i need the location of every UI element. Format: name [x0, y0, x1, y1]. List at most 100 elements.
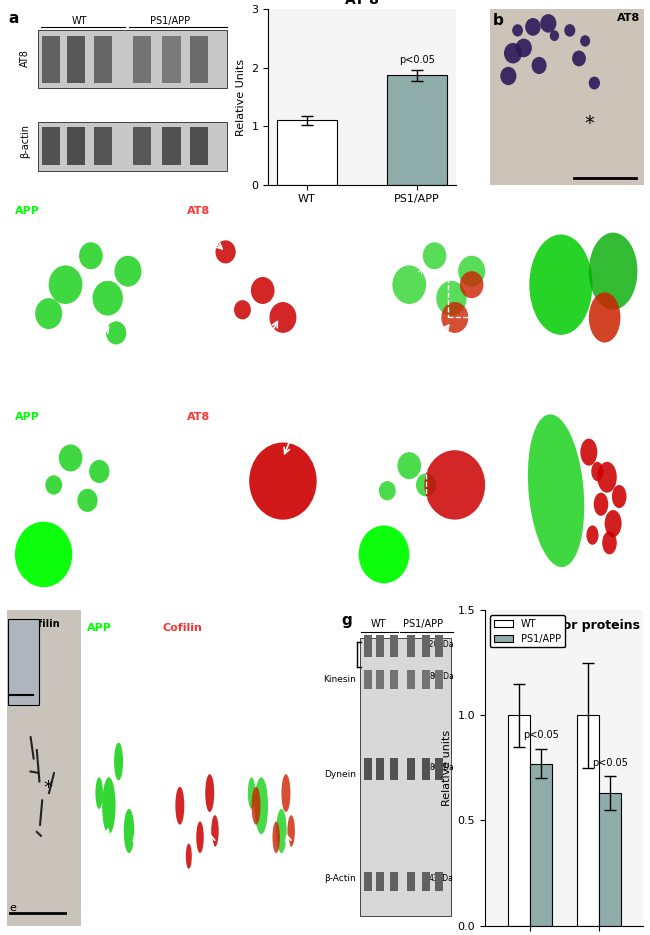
Text: c3: c3	[359, 373, 372, 383]
Circle shape	[77, 489, 98, 512]
Text: *: *	[78, 265, 87, 283]
Text: *: *	[262, 728, 271, 746]
Text: *: *	[43, 779, 52, 797]
Text: 43kDa: 43kDa	[429, 874, 454, 883]
Text: AT8: AT8	[618, 13, 640, 22]
Text: *: *	[585, 114, 595, 133]
Text: d1: d1	[15, 579, 29, 589]
Circle shape	[604, 510, 621, 537]
Bar	[38, 31, 227, 88]
Bar	[389, 635, 398, 657]
Circle shape	[205, 774, 214, 812]
Bar	[422, 635, 430, 657]
Circle shape	[597, 462, 617, 493]
Text: a: a	[9, 11, 19, 26]
Circle shape	[460, 271, 484, 298]
Circle shape	[287, 815, 295, 847]
Text: APP: APP	[86, 623, 111, 633]
Circle shape	[124, 809, 135, 853]
Circle shape	[458, 256, 485, 287]
Bar	[436, 670, 443, 689]
Bar	[530, 764, 552, 926]
Bar	[364, 635, 372, 657]
Bar	[426, 427, 507, 520]
Circle shape	[359, 525, 410, 583]
Text: *: *	[186, 728, 195, 746]
Circle shape	[500, 66, 516, 85]
Text: e: e	[10, 903, 16, 913]
Bar	[407, 758, 415, 781]
Circle shape	[176, 786, 185, 825]
Text: AT8: AT8	[20, 50, 30, 67]
Y-axis label: Relative Units: Relative Units	[236, 59, 246, 136]
Text: *: *	[417, 265, 426, 283]
Text: d2: d2	[187, 579, 201, 589]
Circle shape	[416, 473, 436, 496]
Circle shape	[58, 444, 83, 471]
Text: APP: APP	[15, 206, 40, 216]
Text: Cofilin: Cofilin	[162, 623, 203, 633]
Text: p<0.05: p<0.05	[399, 55, 435, 65]
Circle shape	[529, 235, 593, 335]
Ellipse shape	[528, 414, 584, 568]
Circle shape	[49, 266, 83, 304]
Circle shape	[211, 815, 218, 847]
Bar	[407, 872, 415, 891]
Bar	[38, 122, 227, 171]
Circle shape	[89, 460, 109, 483]
Text: p<0.05: p<0.05	[523, 730, 559, 741]
Bar	[436, 758, 443, 781]
Circle shape	[248, 777, 255, 809]
Text: Dynein: Dynein	[324, 770, 356, 779]
Text: *: *	[241, 265, 250, 283]
Circle shape	[79, 242, 103, 269]
Circle shape	[15, 522, 72, 587]
Text: WT: WT	[370, 620, 386, 629]
Circle shape	[602, 531, 617, 554]
Bar	[407, 670, 415, 689]
Circle shape	[196, 822, 203, 853]
Bar	[94, 36, 112, 83]
Circle shape	[515, 38, 532, 57]
Circle shape	[272, 822, 280, 853]
Text: p<0.05: p<0.05	[592, 758, 628, 768]
Circle shape	[186, 843, 192, 869]
Bar	[376, 758, 384, 781]
Text: d4: d4	[601, 579, 616, 589]
Bar	[277, 121, 337, 185]
Bar	[133, 36, 151, 83]
Bar	[364, 670, 372, 689]
Text: b: b	[493, 13, 504, 28]
Circle shape	[612, 485, 627, 508]
Circle shape	[393, 266, 426, 304]
Circle shape	[255, 777, 268, 834]
Bar	[8, 620, 40, 705]
Circle shape	[215, 240, 236, 264]
Circle shape	[580, 439, 597, 466]
Text: f3: f3	[239, 903, 250, 913]
Bar	[133, 127, 151, 165]
Text: PS1/APP: PS1/APP	[403, 620, 443, 629]
Bar	[407, 635, 415, 657]
Circle shape	[512, 24, 523, 36]
Circle shape	[114, 256, 142, 287]
Circle shape	[593, 493, 608, 516]
Text: c2: c2	[187, 373, 200, 383]
Bar	[94, 127, 112, 165]
Text: Cofilin: Cofilin	[25, 620, 60, 629]
Circle shape	[436, 280, 467, 315]
Circle shape	[379, 482, 396, 500]
Text: Merge: Merge	[239, 623, 278, 633]
Circle shape	[532, 57, 547, 74]
Text: AT8: AT8	[187, 206, 210, 216]
Circle shape	[251, 277, 274, 304]
Circle shape	[540, 14, 556, 33]
Circle shape	[441, 302, 468, 333]
Bar	[599, 793, 621, 926]
Circle shape	[504, 43, 522, 64]
Bar	[42, 127, 60, 165]
Bar	[422, 758, 430, 781]
Bar	[436, 635, 443, 657]
Circle shape	[281, 774, 291, 812]
Circle shape	[234, 300, 251, 320]
